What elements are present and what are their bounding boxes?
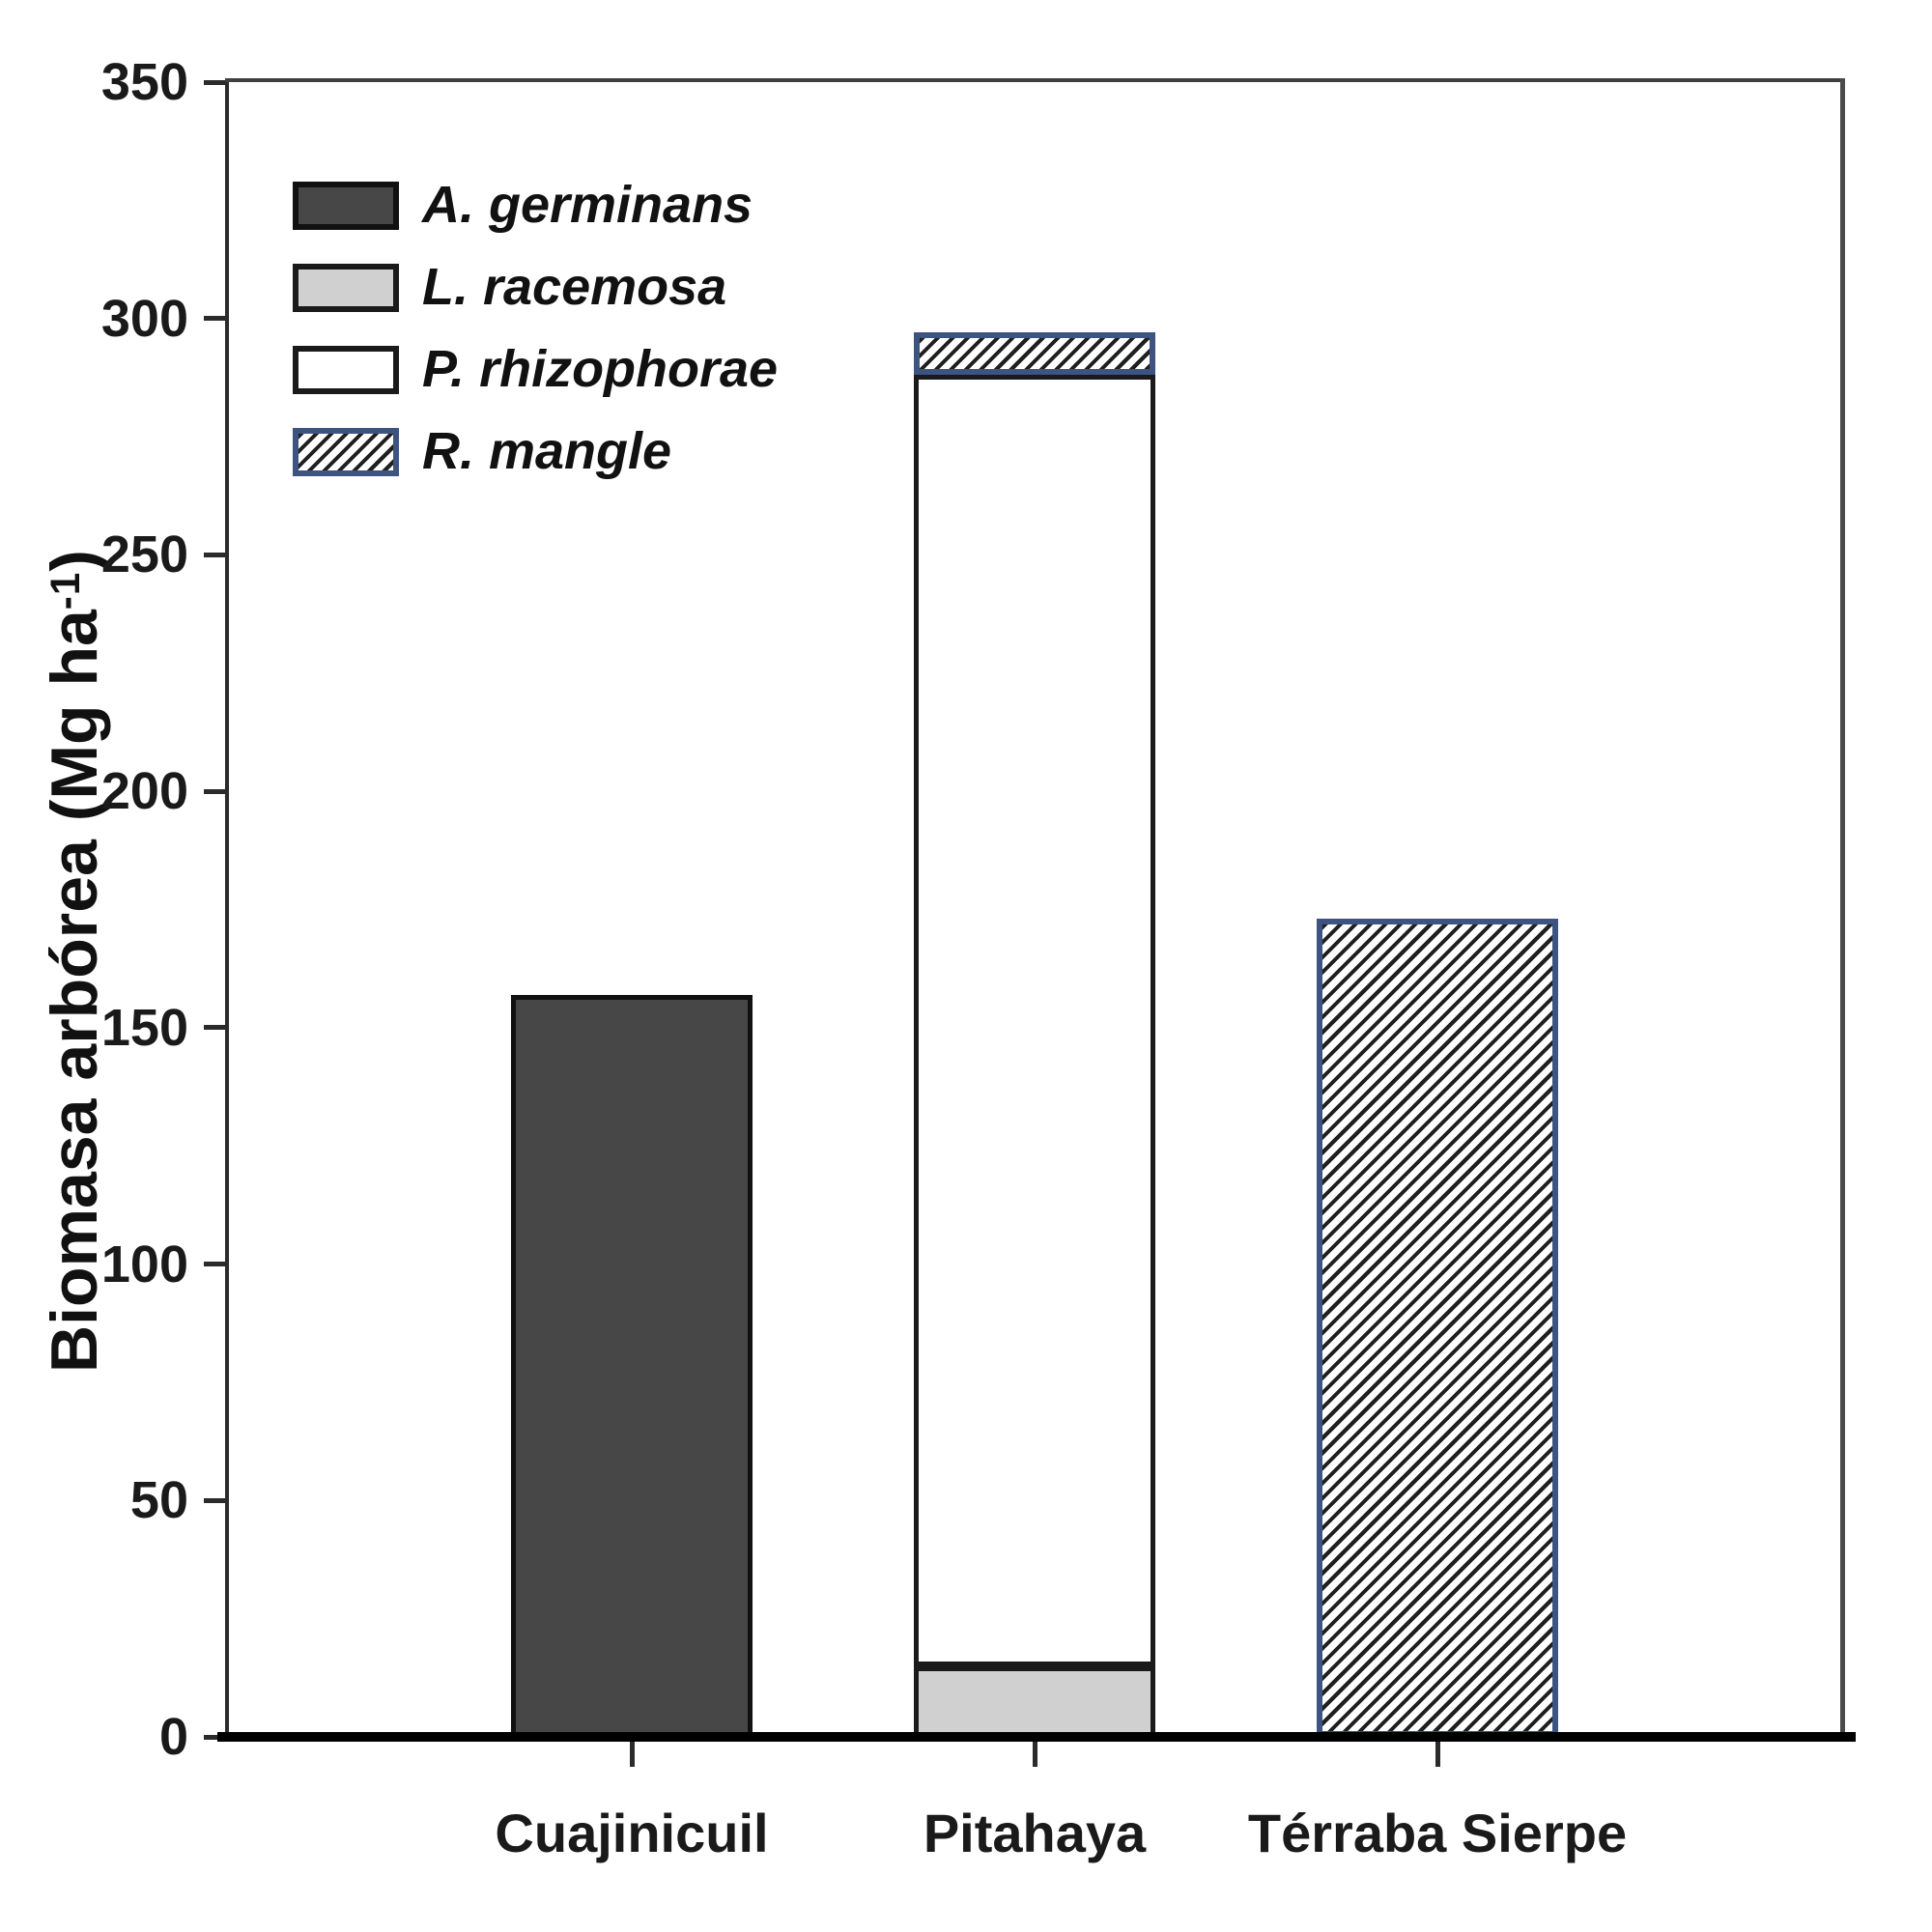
- y-tick-mark: [204, 1262, 225, 1267]
- bar-segment-p-rhizophorae: [914, 375, 1155, 1666]
- x-tick-label: Cuajinicuil: [495, 1803, 769, 1863]
- legend-swatch-l-racemosa: [293, 264, 399, 312]
- x-tick-mark: [1032, 1742, 1037, 1767]
- legend-swatch-r-mangle: [293, 428, 399, 476]
- y-tick-mark: [204, 316, 225, 322]
- legend-label: P. rhizophorae: [422, 340, 779, 398]
- legend-label: R. mangle: [422, 422, 672, 480]
- y-tick-label: 100: [100, 1235, 188, 1293]
- y-tick-mark: [204, 1025, 225, 1031]
- plot-frame-left: [225, 82, 229, 1737]
- legend-label: L. racemosa: [422, 258, 727, 316]
- y-tick-mark: [204, 552, 225, 557]
- y-tick-label: 150: [100, 998, 188, 1057]
- legend-label: A. germinans: [422, 176, 753, 234]
- plot-frame-top: [225, 78, 1845, 82]
- x-tick-label: Térraba Sierpe: [1247, 1803, 1628, 1863]
- bar-segment-r-mangle: [914, 332, 1155, 376]
- x-tick-mark: [1435, 1742, 1440, 1767]
- y-tick-label: 200: [100, 762, 188, 821]
- bar-segment-r-mangle: [1317, 919, 1558, 1737]
- y-tick-label: 350: [100, 53, 188, 111]
- legend-swatch-a-germinans: [293, 182, 399, 230]
- x-tick-mark: [629, 1742, 635, 1767]
- bar-segment-l-racemosa: [914, 1665, 1155, 1737]
- y-tick-mark: [204, 79, 225, 85]
- x-tick-label: Pitahaya: [923, 1803, 1147, 1863]
- y-tick-label: 250: [100, 526, 188, 584]
- y-tick-mark: [204, 1497, 225, 1503]
- y-tick-label: 300: [100, 289, 188, 348]
- y-tick-label: 50: [129, 1471, 188, 1530]
- y-tick-label: 0: [158, 1708, 188, 1766]
- legend-swatch-p-rhizophorae: [293, 346, 399, 394]
- y-tick-mark: [204, 788, 225, 794]
- plot-frame-right: [1840, 78, 1845, 1737]
- plot-frame-bottom: [217, 1732, 1856, 1742]
- bar-segment-a-germinans: [511, 994, 753, 1737]
- y-tick-mark: [204, 1734, 225, 1740]
